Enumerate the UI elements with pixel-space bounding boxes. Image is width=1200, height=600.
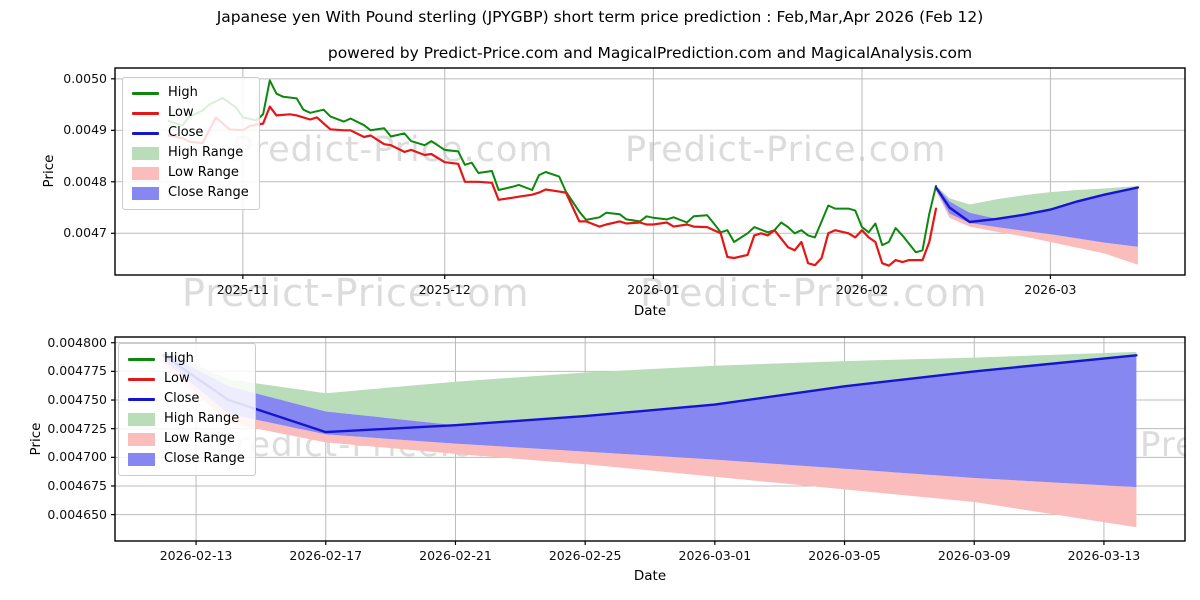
legend-item-label: Close Range bbox=[168, 185, 249, 201]
line-swatch-icon bbox=[128, 397, 155, 401]
top-close-line bbox=[934, 186, 1140, 224]
watermark-text: Predict-Price.com bbox=[182, 271, 530, 315]
bottom-chart-ytick-label: 0.004725 bbox=[47, 420, 107, 436]
line-swatch-icon bbox=[132, 111, 159, 115]
bottom-chart-xtick-label: 2026-03-05 bbox=[808, 548, 881, 563]
legend-item-label: High bbox=[168, 85, 198, 101]
legend-top-chart: High Low Close High Range Low Range Close Ran… bbox=[122, 77, 260, 210]
bottom-chart-xtick-label: 2026-03-09 bbox=[937, 548, 1011, 563]
top-chart-xtick-label: 2025-11 bbox=[216, 282, 269, 297]
bottom-chart-xlabel: Date bbox=[633, 568, 667, 584]
bottom-chart-xtick-label: 2026-02-13 bbox=[159, 548, 233, 563]
legend-item-label: Low bbox=[164, 371, 190, 387]
legend-item-low: Low bbox=[132, 105, 249, 122]
top-chart-xlabel: Date bbox=[633, 303, 667, 319]
top-chart-plot-border bbox=[114, 67, 1186, 276]
patch-swatch-icon bbox=[132, 166, 159, 180]
bottom-close-range-band bbox=[163, 351, 1137, 488]
legend-item-high-range: High Range bbox=[128, 411, 245, 428]
top-chart-xtick-label: 2025-12 bbox=[418, 282, 471, 297]
legend-item-label: Low Range bbox=[168, 165, 239, 181]
patch-swatch-icon bbox=[128, 432, 155, 446]
bottom-chart-ylabel: Price bbox=[28, 422, 44, 456]
patch-swatch-icon bbox=[128, 452, 155, 466]
legend-item-label: Close bbox=[168, 125, 204, 141]
legend-item-label: Low Range bbox=[164, 431, 235, 447]
watermark-text: Predict-Price.com bbox=[625, 130, 947, 170]
legend-item-close-range: Close Range bbox=[132, 185, 249, 202]
legend-item-close: Close bbox=[128, 391, 245, 408]
top-high-range-band bbox=[936, 185, 1138, 219]
bottom-chart-ytick-label: 0.004750 bbox=[47, 392, 107, 408]
legend-item-label: High bbox=[164, 351, 194, 367]
top-chart-ylabel: Price bbox=[41, 154, 57, 188]
bottom-chart-xtick-label: 2026-03-01 bbox=[678, 548, 752, 563]
line-swatch-icon bbox=[128, 377, 155, 381]
top-chart-xtick-label: 2026-02 bbox=[835, 282, 889, 297]
legend-item-low: Low bbox=[128, 371, 245, 388]
bottom-chart-xtick-label: 2026-02-21 bbox=[419, 548, 492, 563]
watermark-text: Predict-Price.com bbox=[640, 271, 988, 315]
top-chart-ytick-label: 0.0049 bbox=[63, 122, 107, 138]
top-chart-ytick-label: 0.0048 bbox=[63, 173, 107, 189]
legend-item-label: High Range bbox=[164, 411, 240, 427]
legend-item-close-range: Close Range bbox=[128, 451, 245, 468]
bottom-chart-xtick-label: 2026-03-13 bbox=[1067, 548, 1141, 563]
legend-item-label: Close bbox=[164, 391, 200, 407]
bottom-chart-xtick-label: 2026-02-25 bbox=[548, 548, 622, 563]
line-swatch-icon bbox=[132, 91, 159, 95]
bottom-chart-ytick-label: 0.004675 bbox=[47, 477, 107, 493]
bottom-chart-plot-border bbox=[114, 336, 1186, 542]
bottom-chart-ytick-label: 0.004775 bbox=[47, 363, 107, 379]
legend-item-label: Low bbox=[168, 105, 194, 121]
bottom-chart-ytick-label: 0.004700 bbox=[47, 449, 107, 465]
line-swatch-icon bbox=[132, 131, 159, 135]
legend-item-label: High Range bbox=[168, 145, 244, 161]
top-low-line bbox=[167, 105, 938, 267]
bottom-chart-ytick-label: 0.004800 bbox=[47, 334, 107, 350]
figure-title: Japanese yen With Pound sterling (JPYGBP… bbox=[216, 8, 984, 26]
legend-item-high: High bbox=[132, 85, 249, 102]
legend-item-close: Close bbox=[132, 125, 249, 142]
bottom-chart-ytick-label: 0.004650 bbox=[47, 506, 107, 522]
legend-item-high-range: High Range bbox=[132, 145, 249, 162]
patch-swatch-icon bbox=[132, 146, 159, 160]
watermark-text: Predict-Price.com bbox=[1140, 425, 1186, 465]
powered-by-subtitle: powered by Predict-Price.com and Magical… bbox=[327, 44, 973, 62]
legend-item-label: Close Range bbox=[164, 451, 245, 467]
top-low-range-band bbox=[936, 189, 1138, 265]
top-high-line bbox=[167, 79, 937, 254]
line-swatch-icon bbox=[128, 357, 155, 361]
legend-item-high: High bbox=[128, 351, 245, 368]
bottom-high-range-band bbox=[163, 350, 1137, 426]
legend-bottom-chart: High Low Close High Range Low Range Close Ran… bbox=[118, 343, 256, 476]
top-chart-ytick-label: 0.0047 bbox=[63, 225, 107, 241]
legend-item-low-range: Low Range bbox=[128, 431, 245, 448]
patch-swatch-icon bbox=[128, 412, 155, 426]
top-chart-xtick-label: 2026-01 bbox=[627, 282, 680, 297]
top-chart-xtick-label: 2026-03 bbox=[1024, 282, 1077, 297]
bottom-close-line bbox=[162, 354, 1138, 434]
bottom-low-range-band bbox=[163, 359, 1137, 528]
bottom-chart-xtick-label: 2026-02-17 bbox=[289, 548, 363, 563]
top-chart-ytick-label: 0.0050 bbox=[63, 70, 107, 86]
patch-swatch-icon bbox=[132, 186, 159, 200]
legend-item-low-range: Low Range bbox=[132, 165, 249, 182]
top-close-range-band bbox=[936, 185, 1138, 247]
